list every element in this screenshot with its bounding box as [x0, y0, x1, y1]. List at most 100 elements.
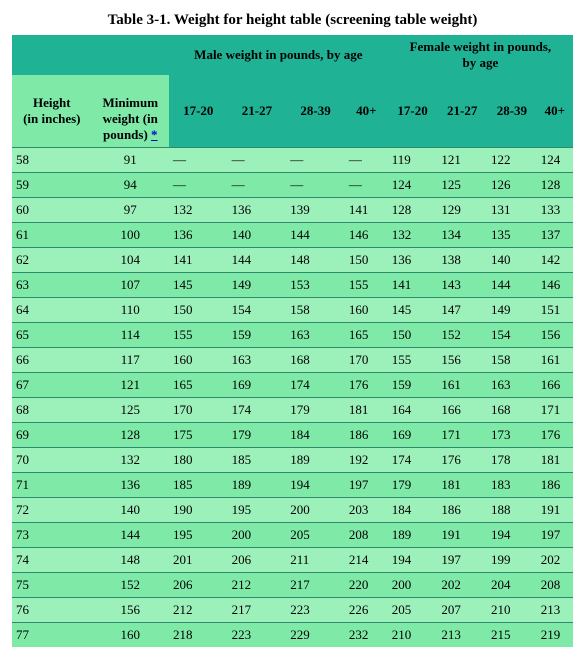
cell-value: 124 — [537, 148, 573, 173]
hdr-age-2: 28-39 — [286, 75, 345, 148]
hdr-age-4: 17-20 — [388, 75, 438, 148]
cell-value: 202 — [437, 573, 487, 598]
cell-value: 165 — [169, 373, 228, 398]
cell-value: 150 — [388, 323, 438, 348]
cell-value: 200 — [388, 573, 438, 598]
cell-value: 179 — [388, 473, 438, 498]
cell-value: 188 — [487, 498, 537, 523]
cell-height: 64 — [12, 298, 92, 323]
cell-value: 138 — [437, 248, 487, 273]
cell-height: 59 — [12, 173, 92, 198]
cell-value: 202 — [537, 548, 573, 573]
cell-value: 122 — [487, 148, 537, 173]
cell-height: 63 — [12, 273, 92, 298]
cell-height: 75 — [12, 573, 92, 598]
cell-value: 141 — [169, 248, 228, 273]
hdr-age-6: 28-39 — [487, 75, 537, 148]
table-row: 66117160163168170155156158161 — [12, 348, 573, 373]
table-row: 77160218223229232210213215219 — [12, 623, 573, 648]
cell-value: 175 — [169, 423, 228, 448]
cell-value: 173 — [487, 423, 537, 448]
cell-value: 161 — [437, 373, 487, 398]
cell-value: 205 — [388, 598, 438, 623]
cell-value: 203 — [345, 498, 388, 523]
cell-value: — — [286, 148, 345, 173]
hdr-age-1: 21-27 — [228, 75, 287, 148]
cell-value: 146 — [537, 273, 573, 298]
cell-height: 72 — [12, 498, 92, 523]
cell-value: 136 — [388, 248, 438, 273]
footnote-link[interactable]: * — [151, 127, 158, 142]
cell-value: 151 — [537, 298, 573, 323]
cell-value: 166 — [537, 373, 573, 398]
cell-value: 208 — [537, 573, 573, 598]
table-title: Table 3-1. Weight for height table (scre… — [12, 12, 573, 29]
cell-minweight: 160 — [92, 623, 169, 648]
cell-value: 186 — [345, 423, 388, 448]
table-row: 63107145149153155141143144146 — [12, 273, 573, 298]
cell-value: 179 — [228, 423, 287, 448]
hdr-blank-1 — [12, 35, 92, 75]
cell-height: 62 — [12, 248, 92, 273]
cell-value: 160 — [345, 298, 388, 323]
cell-value: 179 — [286, 398, 345, 423]
cell-height: 61 — [12, 223, 92, 248]
table-row: 5994————124125126128 — [12, 173, 573, 198]
cell-value: 206 — [228, 548, 287, 573]
cell-value: 164 — [388, 398, 438, 423]
cell-value: 140 — [487, 248, 537, 273]
cell-value: 142 — [537, 248, 573, 273]
cell-minweight: 110 — [92, 298, 169, 323]
table-row: 67121165169174176159161163166 — [12, 373, 573, 398]
cell-minweight: 107 — [92, 273, 169, 298]
table-body: 5891————1191211221245994————124125126128… — [12, 148, 573, 648]
cell-value: 156 — [437, 348, 487, 373]
cell-value: 149 — [487, 298, 537, 323]
cell-value: 161 — [537, 348, 573, 373]
cell-height: 71 — [12, 473, 92, 498]
cell-value: 155 — [169, 323, 228, 348]
cell-value: 146 — [345, 223, 388, 248]
cell-value: 184 — [388, 498, 438, 523]
cell-value: 206 — [169, 573, 228, 598]
cell-value: 195 — [169, 523, 228, 548]
cell-value: — — [286, 173, 345, 198]
cell-value: 171 — [537, 398, 573, 423]
hdr-age-5: 21-27 — [437, 75, 487, 148]
table-row: 62104141144148150136138140142 — [12, 248, 573, 273]
cell-value: 195 — [228, 498, 287, 523]
cell-minweight: 117 — [92, 348, 169, 373]
cell-value: 155 — [388, 348, 438, 373]
cell-height: 74 — [12, 548, 92, 573]
hdr-minweight-text: Minimum weight (in pounds) — [102, 95, 158, 142]
cell-value: 125 — [437, 173, 487, 198]
cell-value: 197 — [345, 473, 388, 498]
cell-value: 144 — [487, 273, 537, 298]
cell-value: 178 — [487, 448, 537, 473]
cell-value: 152 — [437, 323, 487, 348]
cell-value: 200 — [286, 498, 345, 523]
cell-value: 189 — [286, 448, 345, 473]
hdr-male-group: Male weight in pounds, by age — [169, 35, 388, 75]
table-row: 65114155159163165150152154156 — [12, 323, 573, 348]
cell-value: 150 — [169, 298, 228, 323]
cell-value: 194 — [388, 548, 438, 573]
cell-value: 132 — [388, 223, 438, 248]
cell-height: 69 — [12, 423, 92, 448]
cell-value: 144 — [228, 248, 287, 273]
cell-value: 131 — [487, 198, 537, 223]
cell-minweight: 125 — [92, 398, 169, 423]
cell-value: 181 — [537, 448, 573, 473]
cell-value: 136 — [169, 223, 228, 248]
cell-value: 184 — [286, 423, 345, 448]
cell-value: 128 — [537, 173, 573, 198]
cell-value: 140 — [228, 223, 287, 248]
cell-value: 191 — [437, 523, 487, 548]
cell-minweight: 104 — [92, 248, 169, 273]
cell-value: 176 — [537, 423, 573, 448]
table-row: 64110150154158160145147149151 — [12, 298, 573, 323]
cell-value: 128 — [388, 198, 438, 223]
cell-value: 190 — [169, 498, 228, 523]
cell-value: 210 — [487, 598, 537, 623]
table-row: 75152206212217220200202204208 — [12, 573, 573, 598]
